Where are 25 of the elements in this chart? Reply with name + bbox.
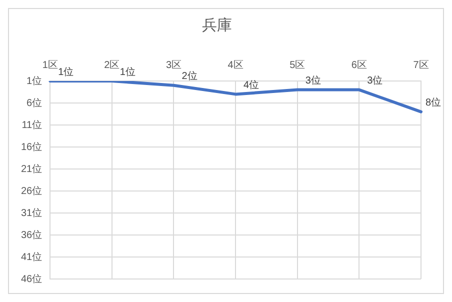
y-tick-label: 31位 xyxy=(21,206,42,219)
x-tick-label: 3区 xyxy=(166,60,182,71)
data-label: 1位 xyxy=(120,66,136,78)
x-tick-label: 5区 xyxy=(290,60,306,71)
y-tick-label: 46位 xyxy=(21,272,42,285)
x-tick-label: 7区 xyxy=(413,60,429,71)
x-tick-label: 1区 xyxy=(42,60,58,71)
y-tick-label: 41位 xyxy=(21,250,42,263)
y-tick-label: 6位 xyxy=(26,96,42,109)
data-label: 1位 xyxy=(58,66,74,78)
data-label: 2位 xyxy=(182,70,198,82)
data-label: 4位 xyxy=(244,78,260,91)
x-tick-label: 4区 xyxy=(228,60,244,71)
y-tick-label: 36位 xyxy=(21,228,42,241)
y-tick-label: 21位 xyxy=(21,162,42,175)
data-label: 3位 xyxy=(367,74,383,87)
y-tick-label: 26位 xyxy=(21,184,42,197)
y-tick-label: 1位 xyxy=(26,74,42,87)
x-tick-label: 2区 xyxy=(104,60,120,71)
chart-title: 兵庫 xyxy=(202,17,232,34)
data-label: 3位 xyxy=(305,74,321,87)
x-tick-label: 6区 xyxy=(351,60,367,71)
y-tick-label: 11位 xyxy=(22,118,42,131)
y-tick-label: 16位 xyxy=(21,140,42,153)
data-label: 8位 xyxy=(425,96,441,109)
